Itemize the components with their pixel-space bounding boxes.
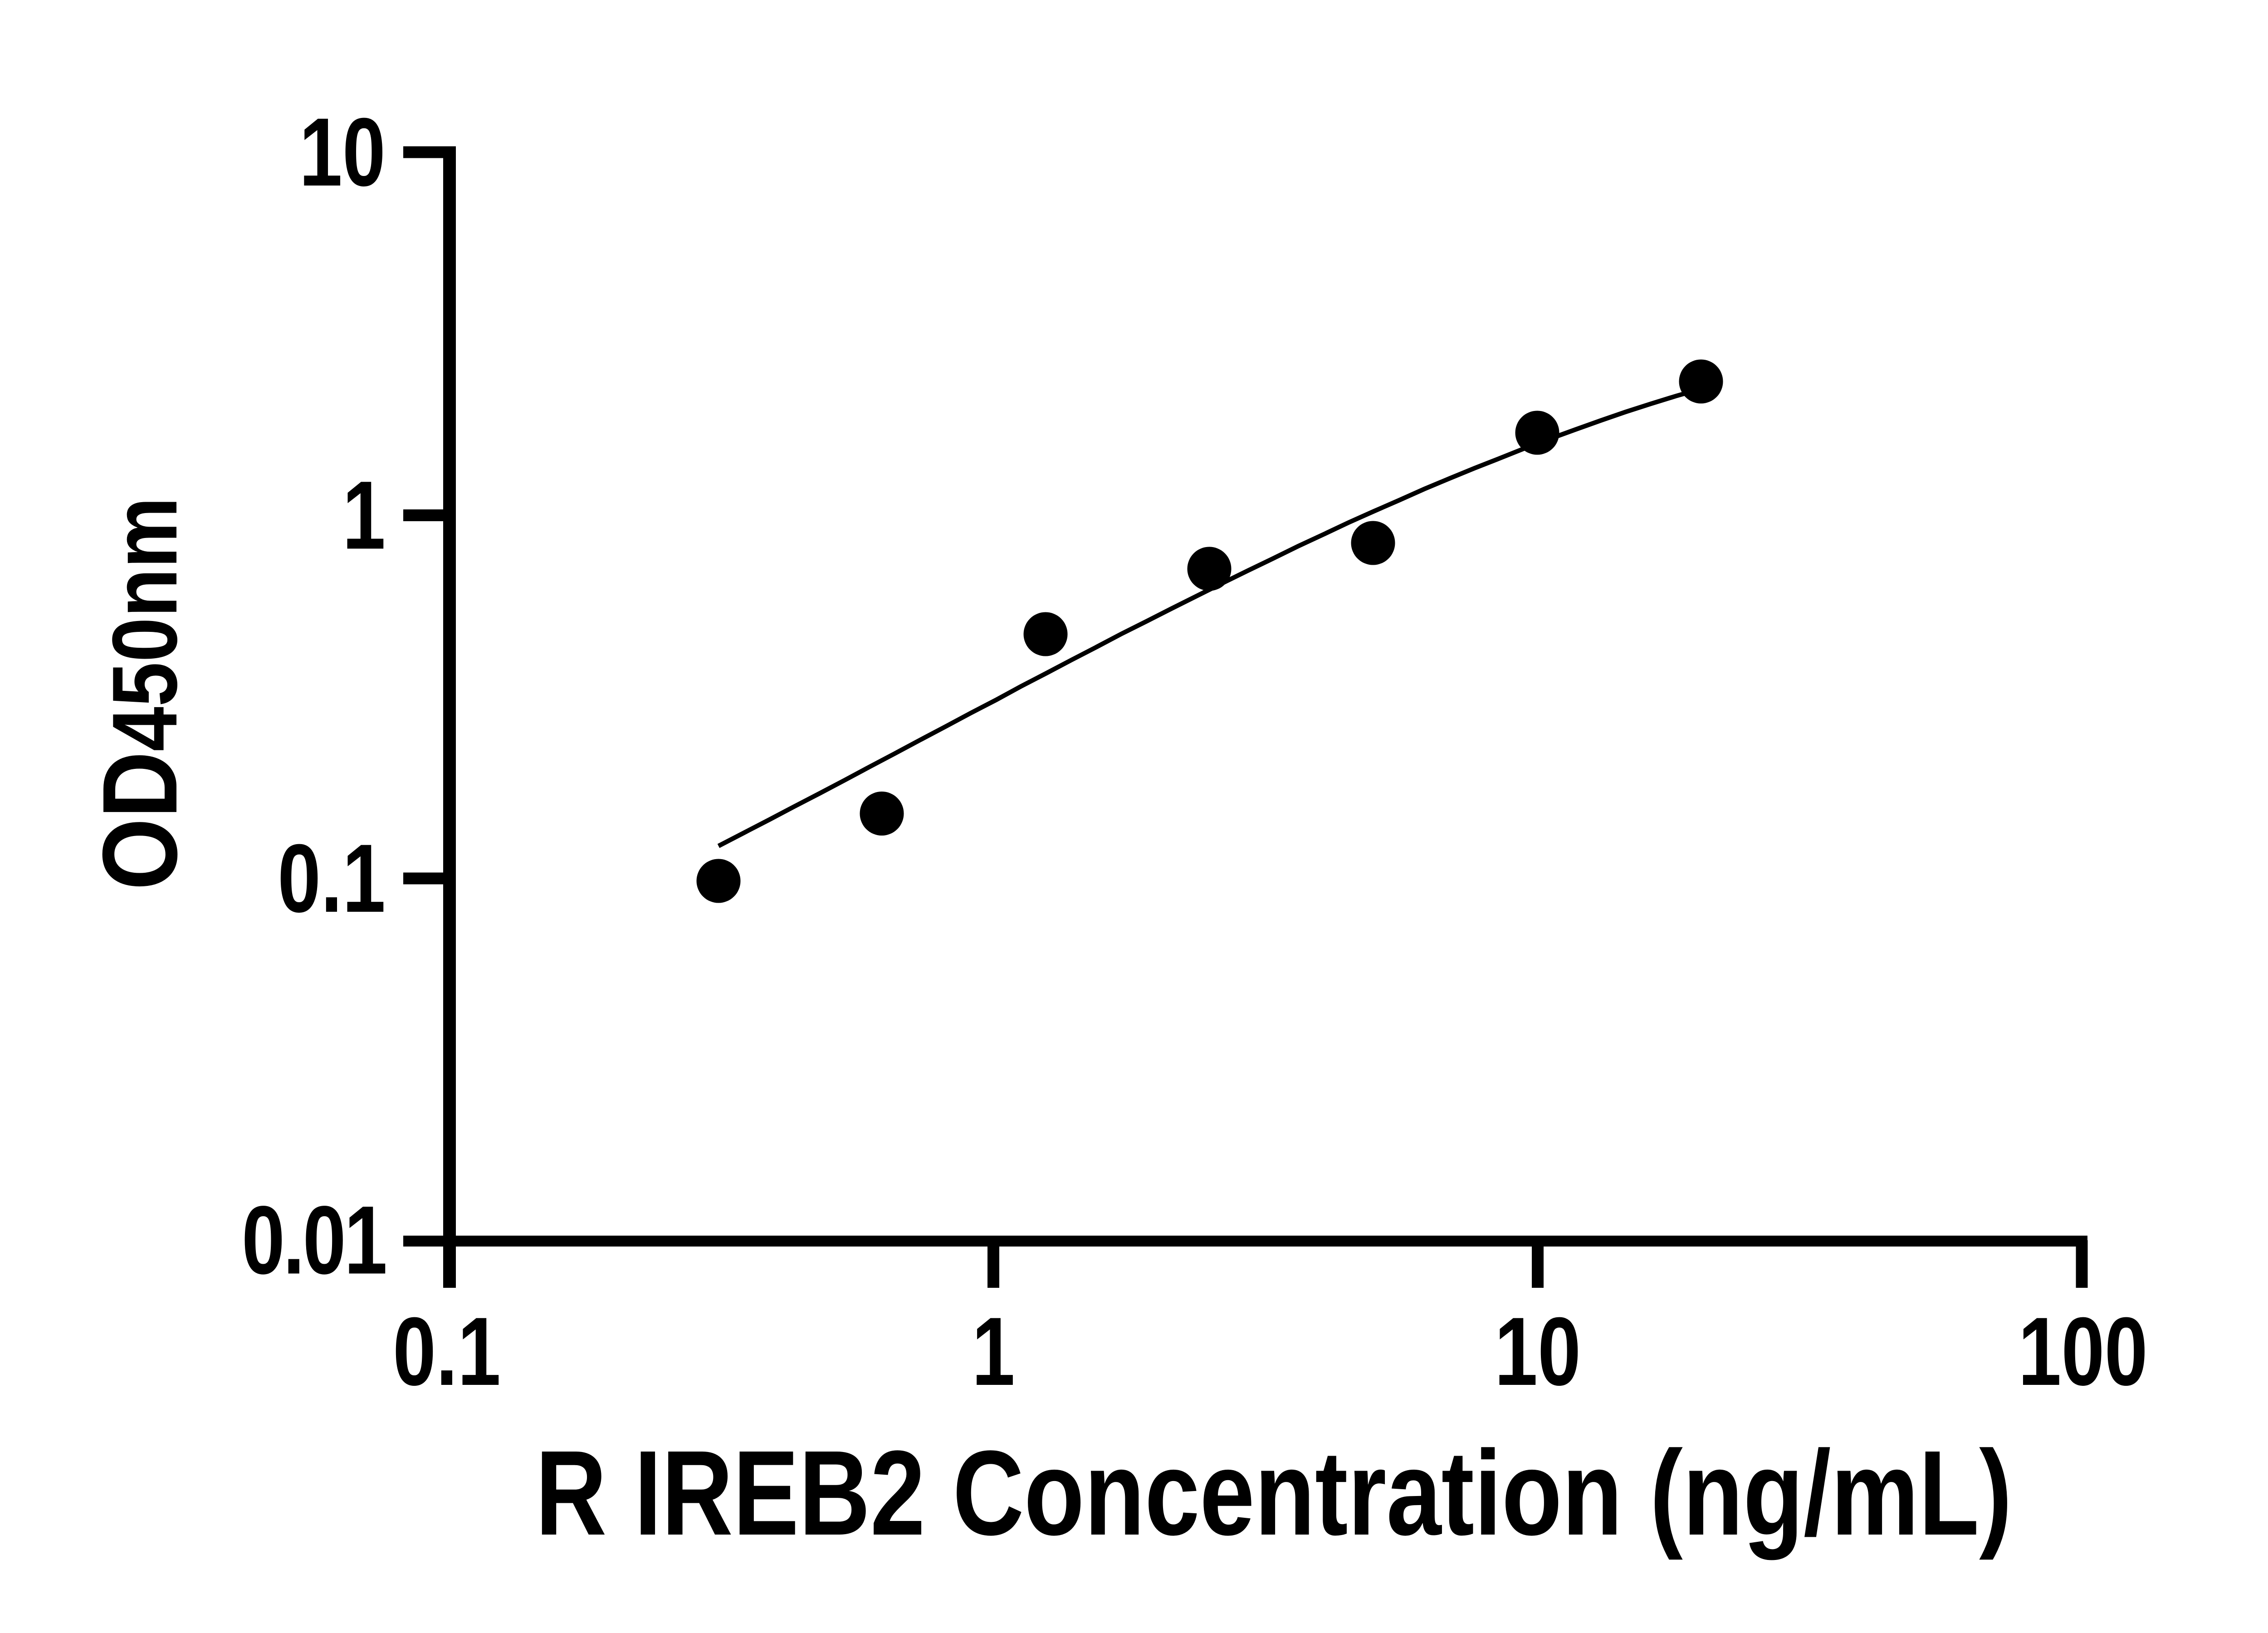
svg-text:0.1: 0.1 [278,825,386,933]
svg-text:100: 100 [2018,1298,2148,1406]
svg-text:0.01: 0.01 [242,1186,386,1295]
svg-text:1: 1 [972,1298,1015,1406]
svg-text:R IREB2 Concentration (ng/mL): R IREB2 Concentration (ng/mL) [535,1425,2012,1560]
svg-text:0.1: 0.1 [393,1298,501,1406]
svg-text:10: 10 [1495,1298,1581,1406]
svg-text:1: 1 [342,461,386,570]
svg-text:OD450nm: OD450nm [80,497,199,890]
svg-text:10: 10 [299,98,386,207]
